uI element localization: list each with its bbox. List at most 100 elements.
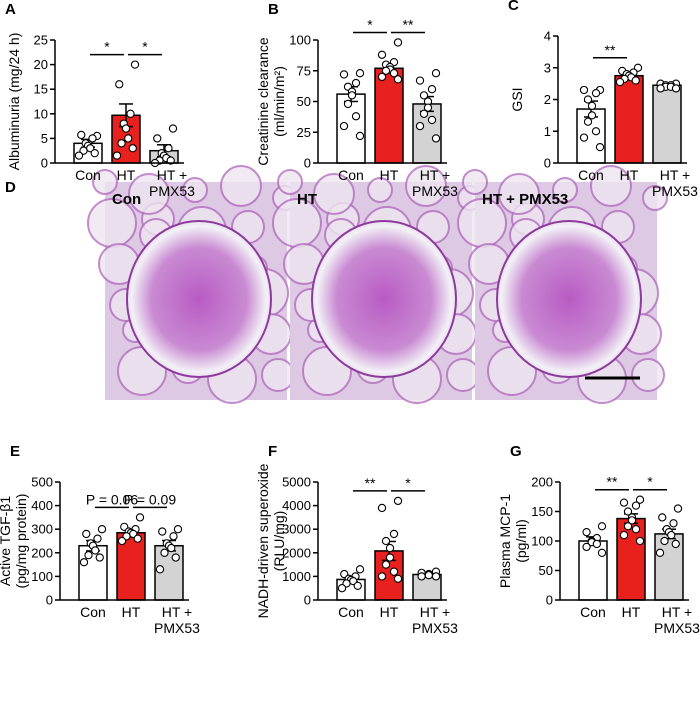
data-point — [97, 525, 107, 534]
data-point — [79, 558, 89, 567]
data-point — [393, 574, 403, 583]
data-point — [91, 546, 100, 555]
significance-label: P = 0.09 — [124, 491, 177, 507]
x-tick-label: HT + PMX53 — [412, 604, 458, 636]
significance-label: * — [104, 39, 110, 55]
data-point — [385, 553, 395, 562]
data-point — [587, 111, 597, 120]
data-point — [117, 139, 126, 148]
x-tick-label: HT — [622, 604, 641, 620]
data-point — [171, 553, 180, 562]
data-point — [582, 528, 591, 537]
tubule — [552, 177, 578, 203]
data-point — [381, 66, 391, 75]
data-point — [597, 548, 607, 557]
data-point — [389, 69, 399, 78]
data-point — [88, 134, 97, 143]
y-tick-label: 2000 — [282, 545, 311, 560]
x-tick-label: Con — [580, 604, 606, 620]
significance-label: * — [647, 474, 653, 490]
x-tick-label: HT + PMX53 — [652, 167, 698, 199]
data-point — [427, 85, 437, 94]
tubule — [277, 169, 303, 195]
x-tick-label: Con — [338, 604, 364, 620]
y-tick-label: 150 — [531, 504, 553, 519]
data-point — [126, 109, 135, 118]
micrograph-label: HT — [297, 191, 317, 208]
x-tick-label: HT — [117, 167, 136, 183]
data-point — [381, 536, 391, 546]
data-point — [130, 60, 140, 69]
data-point — [168, 124, 178, 133]
x-tick-label: HT + PMX53 — [149, 167, 195, 199]
data-point — [351, 78, 361, 88]
bar — [616, 517, 646, 601]
y-tick-label: 0 — [544, 156, 551, 171]
data-point — [671, 84, 681, 93]
data-point — [155, 565, 165, 574]
tubule — [261, 358, 295, 392]
data-point — [381, 560, 391, 569]
y-tick-label: 2 — [544, 92, 551, 107]
data-point — [615, 77, 625, 87]
panel-letter: F — [268, 443, 277, 460]
data-point — [355, 131, 365, 141]
data-point — [619, 530, 629, 540]
data-point — [355, 69, 365, 78]
data-point — [431, 69, 441, 78]
significance-label: ** — [607, 474, 618, 490]
data-point — [660, 536, 669, 546]
x-tick-label: HT + PMX53 — [654, 604, 700, 636]
y-axis-label: Plasma MCP-1(pg/ml) — [497, 494, 529, 588]
data-point — [164, 144, 173, 153]
data-point — [351, 112, 361, 121]
micrograph: Con — [87, 165, 298, 404]
panel-letter: A — [5, 1, 16, 18]
x-tick-label: Con — [80, 604, 106, 620]
tubule — [498, 173, 540, 215]
micrograph: HT + PMX53 — [457, 165, 668, 404]
data-point — [431, 572, 441, 581]
y-tick-label: 15 — [34, 82, 48, 97]
data-point — [656, 84, 665, 93]
data-point — [389, 567, 399, 576]
data-point — [124, 134, 133, 143]
data-point — [377, 50, 387, 59]
data-point — [353, 581, 362, 590]
data-point — [583, 117, 593, 126]
data-point — [655, 548, 665, 557]
data-point — [631, 525, 641, 534]
tubule — [128, 173, 170, 215]
data-point — [631, 76, 640, 85]
data-point — [658, 513, 667, 522]
data-point — [669, 519, 678, 528]
data-point — [619, 498, 629, 507]
x-tick-label: HT + PMX53 — [412, 167, 458, 199]
y-tick-label: 100 — [289, 33, 311, 48]
tubule — [642, 185, 668, 211]
y-tick-label: 1000 — [282, 569, 311, 584]
tubule — [313, 173, 355, 215]
y-tick-label: 5000 — [282, 475, 311, 490]
bar — [652, 84, 682, 164]
y-tick-label: 300 — [31, 522, 53, 537]
x-tick-label: Con — [578, 167, 604, 183]
data-point — [169, 532, 178, 541]
data-point — [587, 101, 597, 110]
y-tick-label: 75 — [297, 63, 311, 78]
data-point — [121, 124, 131, 133]
tubule — [446, 358, 480, 392]
y-tick-label: 25 — [297, 125, 311, 140]
tubule — [220, 165, 262, 207]
tubule — [182, 177, 208, 203]
x-tick-label: HT — [380, 167, 399, 183]
data-point — [424, 571, 433, 580]
tubule — [367, 177, 393, 203]
data-point — [417, 572, 426, 581]
data-point — [112, 151, 122, 160]
y-axis-label: Creatinine clearance(ml/min/m²) — [255, 37, 287, 166]
data-point — [623, 507, 633, 516]
panel-letter: B — [268, 1, 279, 18]
data-point — [167, 543, 176, 553]
data-point — [389, 529, 399, 539]
